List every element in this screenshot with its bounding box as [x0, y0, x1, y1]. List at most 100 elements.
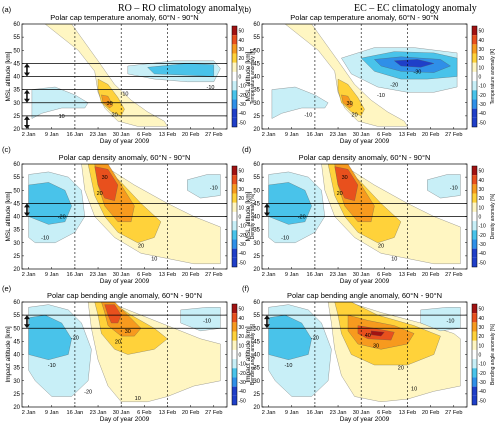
x-tick-label: 30 Jan: [353, 132, 370, 138]
panel-title: Polar cap temperature anomaly, 60°N - 90…: [50, 13, 198, 22]
y-tick-label: 40: [13, 353, 20, 359]
colorbar-band: [472, 53, 477, 63]
colorbar-band: [472, 239, 477, 249]
colorbar-band: [232, 230, 237, 240]
colorbar-band: [232, 331, 237, 341]
colorbar-tick-label: -30: [479, 242, 486, 248]
colorbar-band: [232, 193, 237, 203]
colorbar-band: [472, 117, 477, 127]
colorbar-band: [232, 81, 237, 91]
panel-title: Polar cap temperature anomaly, 60°N - 90…: [290, 13, 438, 22]
y-tick-label: 25: [253, 114, 260, 120]
contour-label: -20: [84, 389, 92, 395]
x-tick-label: 13 Feb: [399, 410, 416, 416]
colorbar-tick-label: 10: [239, 65, 245, 71]
contour-label: 30: [373, 343, 379, 349]
contour-label: -20: [298, 215, 306, 221]
contour-region: [44, 24, 168, 127]
colorbar-band: [232, 117, 237, 127]
colorbar-tick-label: -50: [479, 120, 486, 126]
panel-title: Polar cap density anomaly, 60°N - 90°N: [59, 153, 191, 162]
y-axis-label: MSL altitude [km]: [5, 51, 12, 101]
colorbar-tick-label: 10: [479, 65, 485, 71]
arrow-head-down: [23, 98, 30, 103]
colorbar-tick-label: 0: [239, 353, 242, 359]
contour-label: 10: [411, 387, 417, 393]
colorbar-label: Density anomaly [%]: [490, 193, 496, 239]
colorbar-band: [472, 359, 477, 369]
x-tick-label: 16 Jan: [307, 410, 324, 416]
colorbar-tick-label: 40: [479, 38, 485, 44]
x-axis-label: Day of year 2009: [340, 416, 390, 423]
contour-label: 20: [115, 339, 121, 345]
colorbar-frame: [471, 303, 478, 406]
contour-label: -10: [450, 186, 458, 192]
colorbar-tick-label: -10: [479, 224, 486, 230]
colorbar-tick-label: -20: [239, 233, 246, 239]
contour-fill-group: [28, 302, 221, 402]
y-tick-label: 20: [253, 267, 260, 273]
colorbar-tick-label: 20: [479, 196, 485, 202]
y-tick-label: 50: [253, 326, 260, 332]
x-tick-label: 13 Feb: [159, 410, 176, 416]
colorbar: 50 40 30 20 10 0 -10 -20 -30 -40 -50 Temperature an…: [231, 25, 256, 128]
x-tick-label: 2 Jan: [22, 132, 36, 138]
contour-label: -20: [311, 335, 319, 341]
y-tick-label: 55: [13, 175, 20, 181]
contour-region: [101, 94, 114, 109]
x-tick-label: 13 Feb: [159, 132, 176, 138]
colorbar-band: [232, 313, 237, 323]
colorbar-tick-label: 50: [239, 169, 245, 175]
colorbar-band: [232, 322, 237, 332]
arrow-head-down: [263, 212, 270, 217]
colorbar-tick-label: 50: [479, 29, 485, 35]
colorbar-band: [472, 193, 477, 203]
colorbar-band: [232, 211, 237, 222]
contour-fill-group: [268, 302, 461, 403]
colorbar-tick-label: 0: [239, 215, 242, 221]
contour-label: 30: [125, 329, 131, 335]
y-tick-label: 50: [253, 48, 260, 54]
y-tick-label: 25: [13, 254, 20, 260]
x-tick-label: 6 Feb: [377, 272, 391, 278]
y-tick-label: 50: [253, 188, 260, 194]
contour-label: 20: [337, 191, 343, 197]
arrow-head-down: [23, 125, 30, 129]
arrow-head-up: [23, 115, 30, 120]
colorbar-band: [472, 331, 477, 341]
colorbar: 50 40 30 20 10 0 -10 -20 -30 -40 -50 Temperature an…: [471, 25, 496, 128]
panel-letter: (b): [242, 5, 252, 14]
contour-label: -10: [284, 363, 292, 369]
contour-label: 20: [398, 366, 404, 372]
colorbar-tick-label: -50: [479, 398, 486, 404]
contour-region: [94, 166, 119, 202]
contour-fill-group: [268, 164, 461, 264]
contour-label: 10: [151, 257, 157, 263]
contour-region: [427, 174, 461, 199]
x-tick-label: 20 Feb: [422, 132, 439, 138]
colorbar-band: [472, 81, 477, 91]
contour-label: 30: [107, 101, 113, 107]
y-axis-label: Impact altitude [km]: [5, 326, 12, 383]
x-tick-label: 6 Feb: [137, 410, 151, 416]
x-tick-label: 16 Jan: [67, 132, 84, 138]
colorbar-band: [232, 175, 237, 185]
colorbar-tick-label: -20: [479, 233, 486, 239]
colorbar-band: [472, 26, 477, 36]
x-tick-label: 20 Feb: [182, 132, 199, 138]
colorbar-frame: [231, 303, 238, 406]
panel-e: -20 -10 30 20 -20 10 -10 20 25 30 35 40 45 50 55 60 2 Ja…: [2, 284, 256, 423]
contour-label: -10: [304, 113, 312, 119]
colorbar-tick-label: 30: [239, 187, 245, 193]
y-tick-label: 40: [253, 75, 260, 81]
colorbar-tick-label: 30: [479, 187, 485, 193]
panel-title: Polar cap density anomaly, 60°N - 90°N: [299, 153, 431, 162]
contour-label: -10: [121, 92, 129, 98]
contour-label: 10: [135, 396, 141, 402]
x-tick-label: 23 Jan: [90, 132, 107, 138]
colorbar-tick-label: 40: [479, 178, 485, 184]
y-tick-label: 40: [13, 75, 20, 81]
colorbar-label: Temperature anomaly [K]: [250, 48, 256, 104]
x-tick-label: 9 Jan: [45, 132, 59, 138]
